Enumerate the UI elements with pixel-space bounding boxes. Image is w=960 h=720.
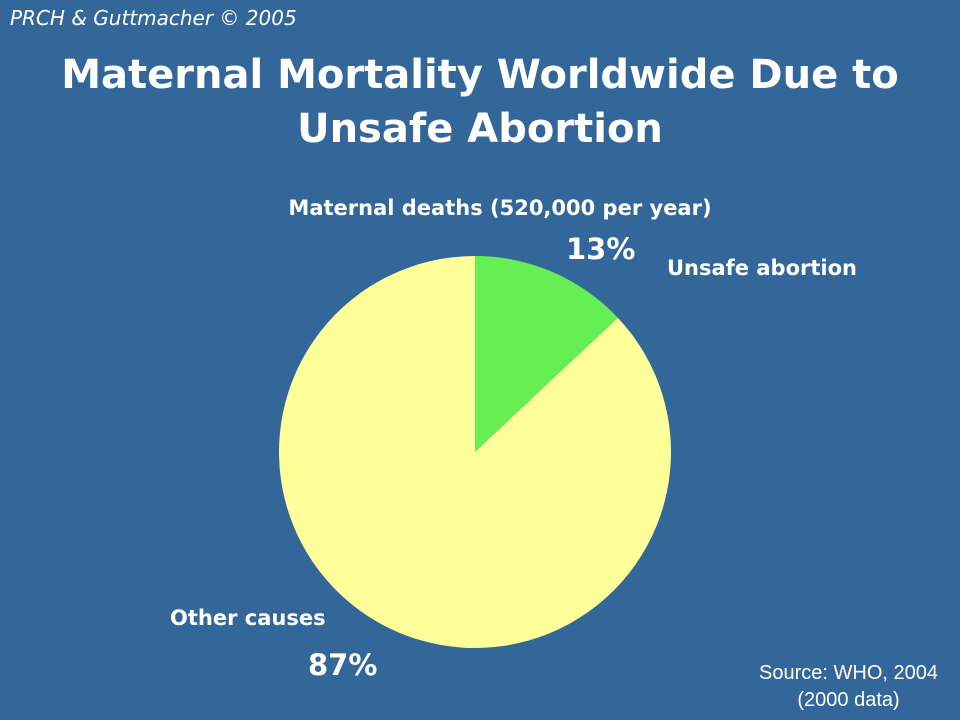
source-line-1: Source: WHO, 2004 bbox=[759, 662, 938, 684]
source-note: Source: WHO, 2004 (2000 data) bbox=[759, 660, 938, 714]
slice-name-label-unsafe-abortion: Unsafe abortion bbox=[667, 256, 857, 280]
slice-value-label-unsafe-abortion: 13% bbox=[566, 232, 636, 266]
title-line-1: Maternal Mortality Worldwide Due to bbox=[61, 52, 899, 98]
chart-title: Maternal deaths (520,000 per year) bbox=[288, 196, 712, 220]
pie-slice-unsafe-abortion bbox=[475, 256, 618, 452]
slice-name-label-other-causes: Other causes bbox=[170, 606, 326, 630]
source-line-2: (2000 data) bbox=[797, 689, 900, 711]
title-line-2: Unsafe Abortion bbox=[297, 106, 663, 152]
pie-slice-other-causes bbox=[279, 256, 671, 648]
slice-value-label-other-causes: 87% bbox=[308, 648, 378, 682]
page-title: Maternal Mortality Worldwide Due to Unsa… bbox=[0, 48, 960, 156]
copyright-text: PRCH & Guttmacher © 2005 bbox=[10, 6, 297, 30]
